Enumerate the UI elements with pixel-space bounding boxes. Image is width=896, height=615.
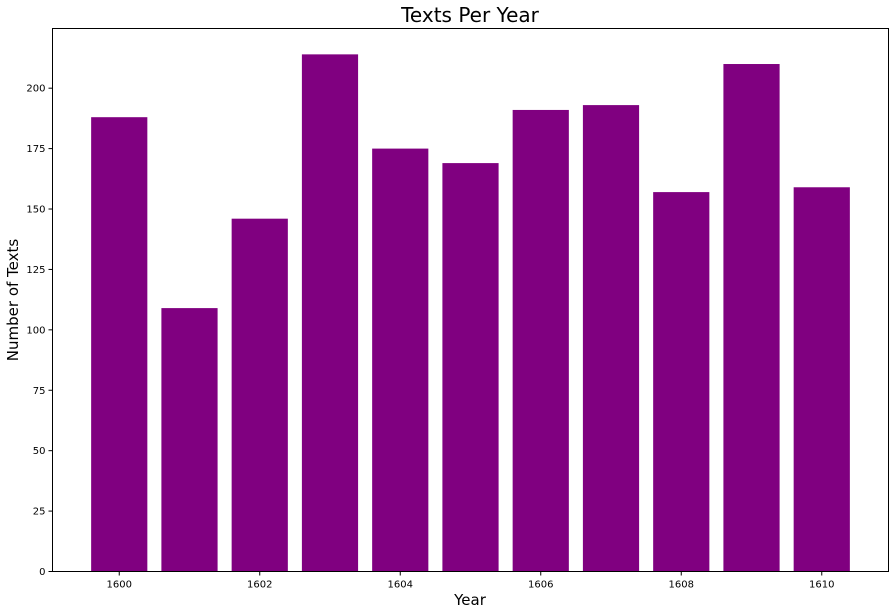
x-axis-label: Year: [453, 591, 487, 609]
y-tick-label-175: 175: [26, 144, 45, 155]
y-tick-label-100: 100: [26, 325, 45, 336]
bar-1610: [793, 187, 850, 572]
bars-group: [91, 54, 850, 572]
chart-title: Texts Per Year: [400, 3, 540, 27]
bar-1601: [161, 308, 218, 572]
x-tick-label-1606: 1606: [528, 580, 553, 591]
y-axis-label: Number of Texts: [4, 239, 22, 362]
y-tick-label-0: 0: [39, 567, 45, 578]
x-tick-label-1600: 1600: [107, 580, 132, 591]
bar-1608: [653, 192, 710, 572]
bar-1604: [372, 148, 429, 572]
x-tick-label-1610: 1610: [809, 580, 834, 591]
x-tick-label-1608: 1608: [669, 580, 694, 591]
bar-1600: [91, 117, 148, 572]
bar-1606: [512, 109, 569, 572]
bar-1607: [582, 105, 640, 572]
y-tick-label-50: 50: [33, 446, 46, 457]
x-axis-ticks: 1600 1602 1604 1606 1608 1610: [107, 571, 834, 591]
x-tick-label-1602: 1602: [247, 580, 272, 591]
bar-1605: [442, 163, 499, 572]
bar-1603: [301, 54, 359, 572]
y-tick-label-150: 150: [26, 205, 45, 216]
bar-1602: [231, 218, 288, 572]
plot-area-frame: [52, 28, 889, 572]
y-tick-label-25: 25: [33, 507, 46, 518]
y-tick-label-200: 200: [26, 84, 45, 95]
y-tick-label-125: 125: [26, 265, 45, 276]
x-tick-label-1604: 1604: [388, 580, 413, 591]
y-tick-label-75: 75: [33, 386, 46, 397]
y-axis-ticks: 0 25 50 75 100 125 150 175 200: [26, 84, 53, 578]
bar-1609: [723, 64, 780, 572]
